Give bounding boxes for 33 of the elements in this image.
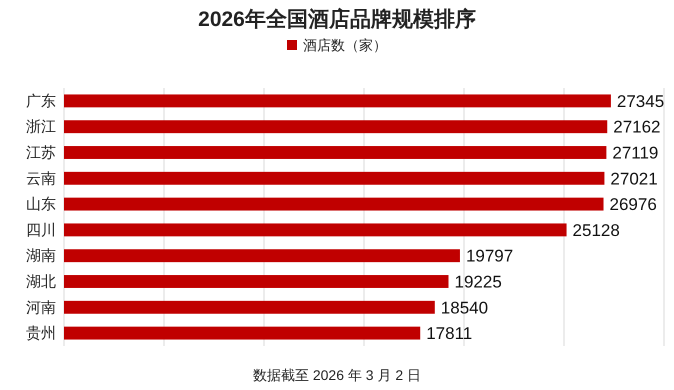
data-label: 25128 xyxy=(572,220,620,240)
data-label: 19797 xyxy=(466,246,514,266)
data-label: 17811 xyxy=(426,324,472,344)
text: 数据截至 2026 年 3 月 2 日 xyxy=(252,367,422,383)
bar xyxy=(64,326,420,340)
chart-title: 2026年全国酒店品牌规模排序 xyxy=(198,7,476,31)
data-label: 19225 xyxy=(454,272,502,292)
bar xyxy=(64,223,567,236)
y-tick-label: 河南 xyxy=(26,299,56,316)
legend-label: 酒店数（家） xyxy=(303,37,387,53)
data-label: 27162 xyxy=(613,118,661,137)
data-label: 26976 xyxy=(610,195,657,214)
y-tick-label: 广东 xyxy=(26,92,56,110)
y-tick-label: 湖南 xyxy=(26,248,56,265)
data-label: 27345 xyxy=(616,92,664,111)
bar xyxy=(64,94,611,108)
y-tick-label: 贵州 xyxy=(26,325,56,342)
y-tick-label: 云南 xyxy=(26,170,56,188)
bar xyxy=(64,249,460,262)
data-label: 27021 xyxy=(610,169,658,188)
bar xyxy=(64,120,608,134)
y-tick-label: 江苏 xyxy=(26,144,56,162)
bar xyxy=(64,275,448,288)
bar xyxy=(64,198,604,211)
bar xyxy=(64,172,604,185)
bar xyxy=(64,146,606,159)
y-tick-label: 山东 xyxy=(26,196,56,214)
bar xyxy=(64,300,435,314)
data-label: 27119 xyxy=(612,144,658,162)
data-label: 18540 xyxy=(440,298,488,318)
y-tick-label: 湖北 xyxy=(26,274,56,290)
y-tick-label: 四川 xyxy=(26,222,56,239)
y-tick-label: 浙江 xyxy=(26,118,56,136)
